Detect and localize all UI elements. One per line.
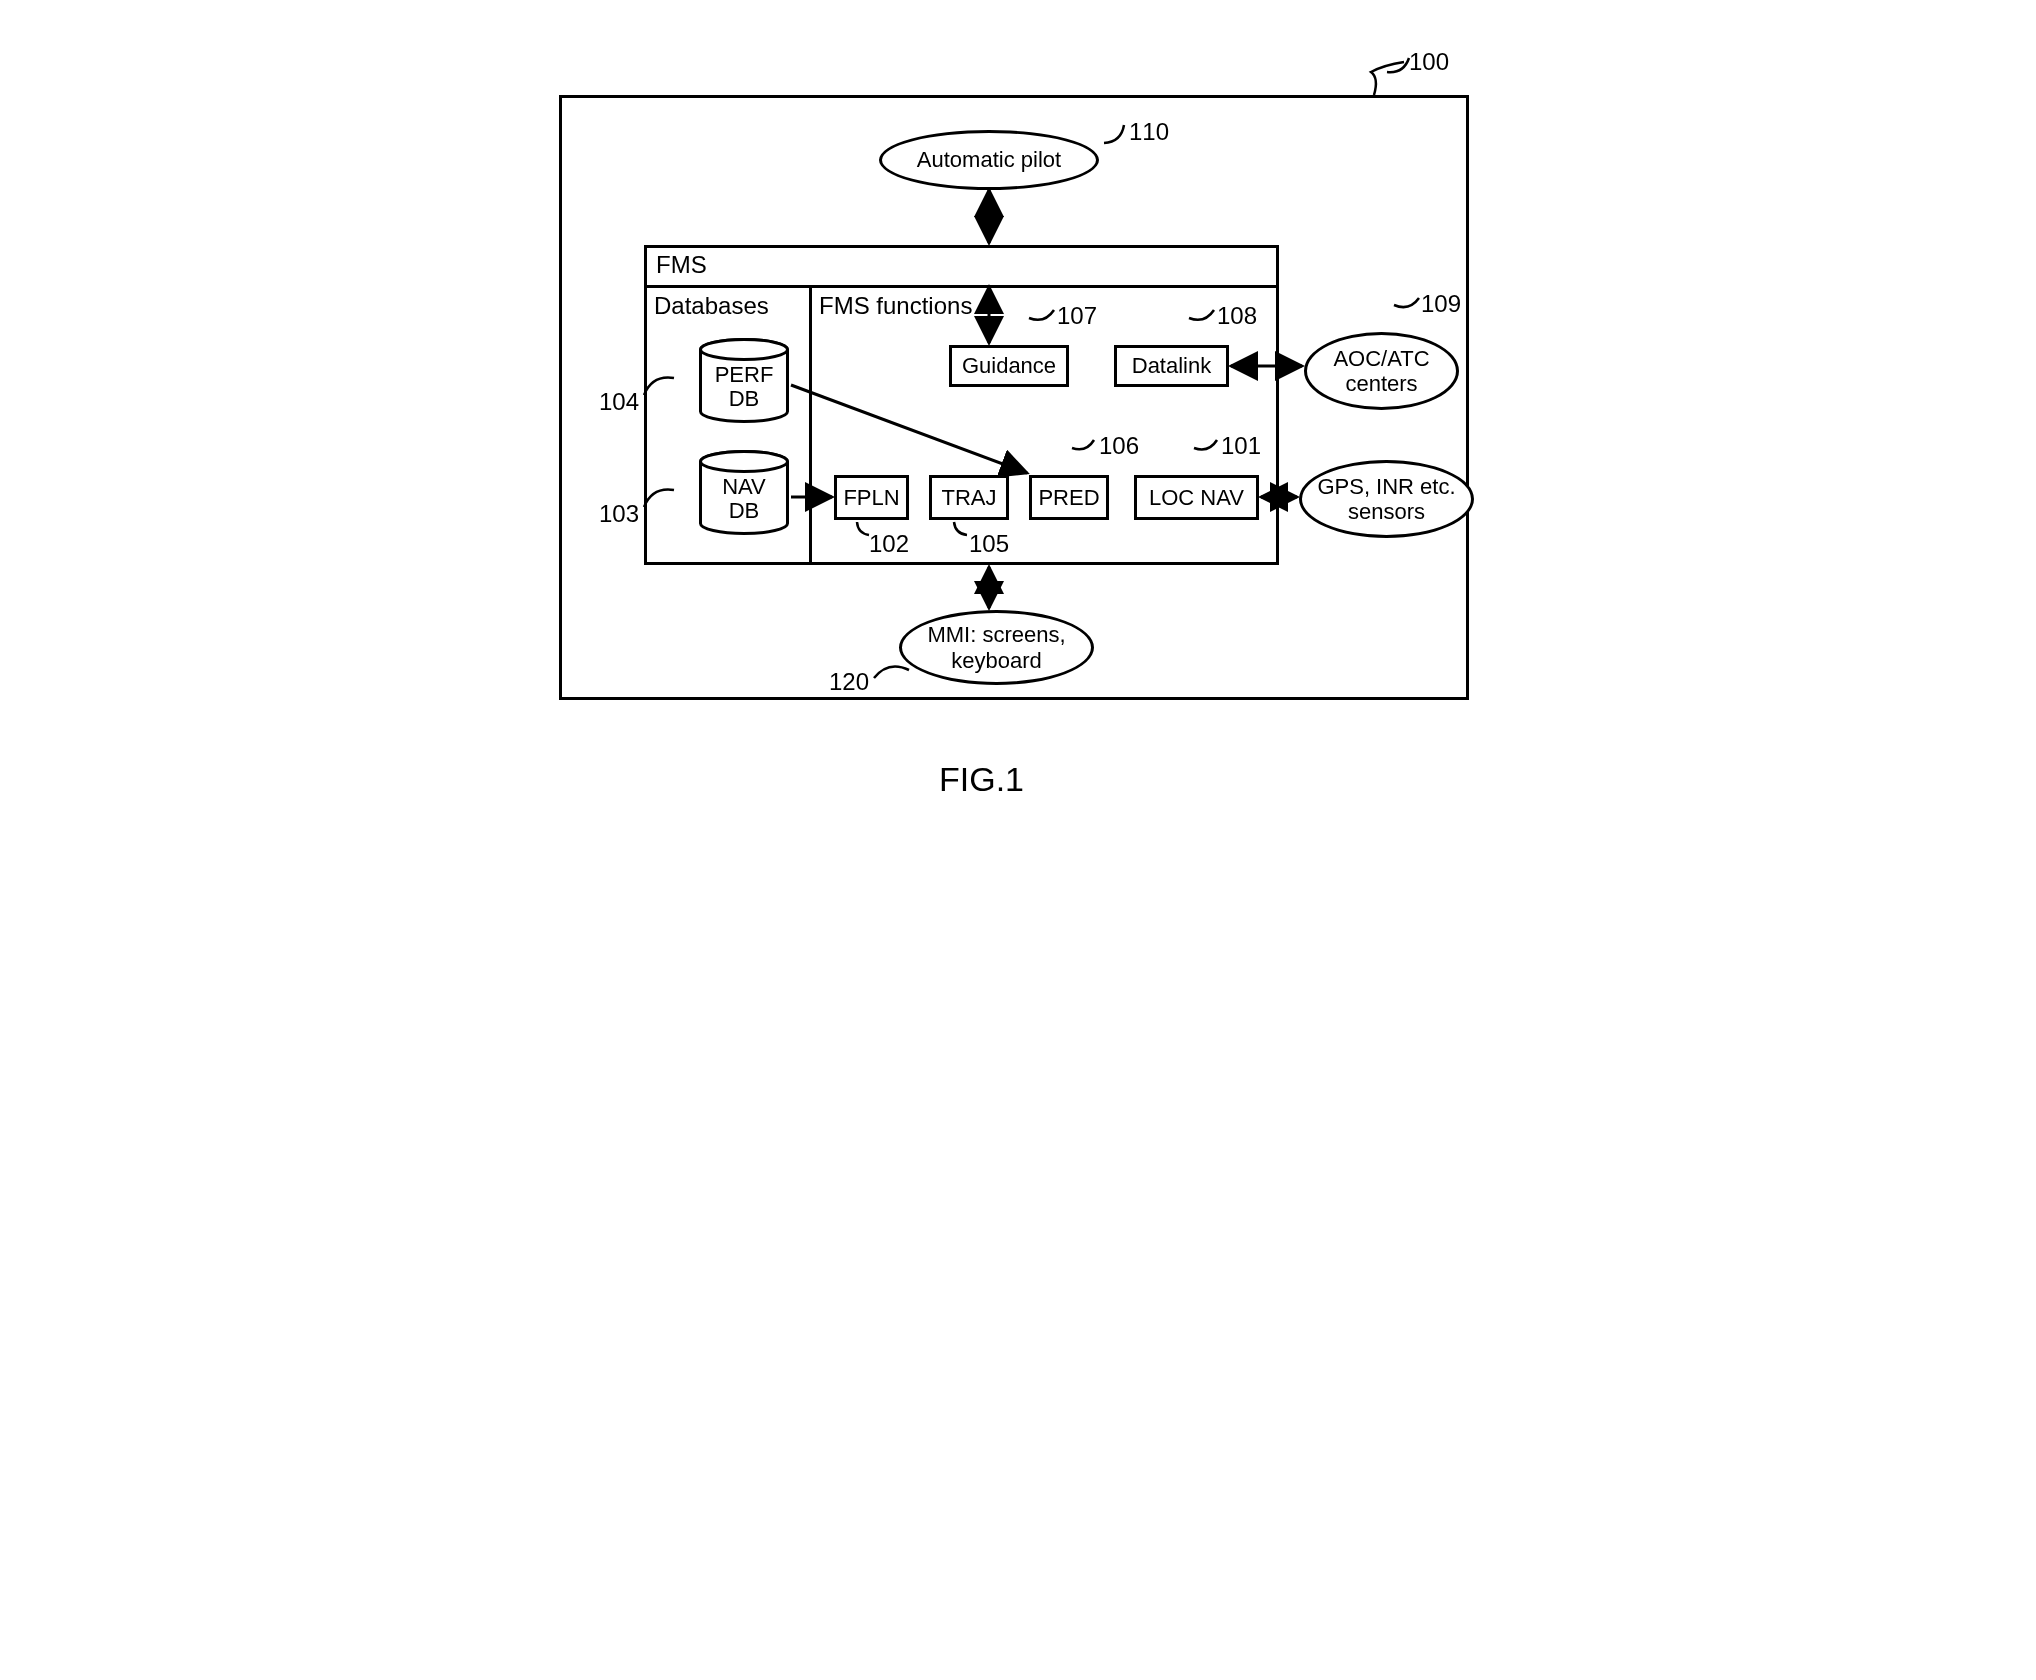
svg-point-1 (701, 340, 788, 360)
svg-point-3 (701, 452, 788, 472)
